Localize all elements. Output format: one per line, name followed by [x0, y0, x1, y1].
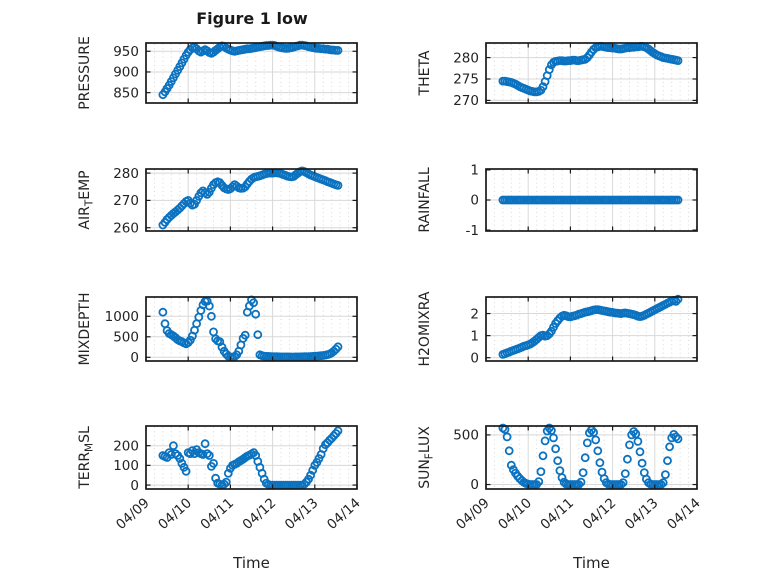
y-tick-label: 1	[470, 163, 479, 179]
subplot-air-temp: 260 270 280 AIRTEMP	[77, 166, 358, 236]
y-tick-label: 0	[470, 193, 479, 209]
x-tick-label: 04/10	[155, 495, 195, 533]
subplot-theta: 270 275 280 THETA	[417, 42, 698, 109]
y-tick-label: 1	[470, 328, 479, 344]
y-tick-label: 100	[113, 458, 139, 474]
figure-title: Figure 1 low	[196, 9, 308, 28]
y-tick-label: 2	[470, 306, 479, 322]
x-axis-label: Time	[232, 554, 270, 572]
x-tick-label: 04/14	[664, 495, 704, 533]
air-temp-ylabel: AIRTEMP	[77, 170, 96, 229]
rainfall-ylabel: RAINFALL	[417, 167, 433, 232]
y-tick-label: 200	[113, 438, 139, 454]
major-grid	[486, 297, 697, 361]
minor-grid	[153, 298, 350, 360]
y-tick-label: 260	[113, 220, 139, 236]
tick-marks	[485, 426, 698, 489]
tick-marks	[145, 297, 358, 361]
axes-frame	[485, 425, 698, 490]
tick-marks	[145, 426, 358, 489]
tick-marks	[145, 169, 358, 231]
y-tick-label: 280	[453, 50, 479, 66]
y-tick-label: 1000	[105, 309, 139, 325]
subplot-pressure: 850 900 950 PRESSURE	[77, 36, 358, 110]
x-tick-label: 04/12	[240, 495, 280, 533]
air-temp-markers	[158, 166, 343, 230]
h2omixra-markers	[498, 294, 683, 359]
axes-frame	[145, 425, 358, 490]
y-tick-label: 900	[113, 65, 139, 81]
x-axis-label: Time	[572, 554, 610, 572]
x-tick-label: 04/13	[282, 495, 322, 533]
y-tick-label: 0	[130, 478, 139, 494]
x-tick-label: 04/09	[453, 495, 493, 533]
subplot-sun-flux: 0 500 SUNFLUX 04/09 04/10 04/11 04/12 04/13 04/1…	[417, 423, 704, 572]
pressure-ylabel: PRESSURE	[77, 36, 93, 110]
terr-msl-ylabel: TERRMSL	[77, 426, 96, 490]
axes-frame	[145, 296, 358, 362]
h2omixra-ylabel: H2OMIXRA	[417, 291, 433, 366]
y-tick-label: 950	[113, 44, 139, 60]
y-tick-label: 270	[113, 193, 139, 209]
x-tick-label: 04/09	[113, 495, 153, 533]
y-tick-label: 850	[113, 85, 139, 101]
sun-flux-markers	[498, 423, 683, 489]
y-tick-label: 270	[453, 93, 479, 109]
y-tick-label: -1	[466, 223, 479, 239]
theta-markers	[498, 42, 683, 97]
terr-msl-markers	[158, 426, 343, 490]
theta-ylabel: THETA	[417, 50, 433, 96]
subplot-rainfall: -1 0 1 RAINFALL	[417, 163, 698, 239]
tick-marks	[485, 43, 698, 103]
major-grid	[146, 426, 357, 489]
axes-frame	[485, 42, 698, 104]
x-tick-label: 04/13	[622, 495, 662, 533]
y-tick-label: 500	[453, 428, 479, 444]
subplot-mixdepth: 0 500 1000 MIXDEPTH	[77, 293, 358, 366]
x-tick-label: 04/11	[537, 495, 577, 533]
axes-frame	[485, 296, 698, 362]
x-tick-label: 04/14	[324, 495, 364, 533]
mixdepth-markers	[158, 295, 343, 362]
x-tick-label: 04/12	[580, 495, 620, 533]
pressure-markers	[158, 40, 343, 100]
subplot-terr-msl: 0 100 200 TERRMSL 04/09 04/10 04/11 04/12 04/13 0…	[77, 425, 364, 572]
mixdepth-ylabel: MIXDEPTH	[77, 293, 93, 366]
x-tick-label: 04/10	[495, 495, 535, 533]
y-tick-label: 280	[113, 166, 139, 182]
x-tick-label: 04/11	[197, 495, 237, 533]
rainfall-markers	[498, 195, 683, 205]
subplot-h2omixra: 0 1 2 H2OMIXRA	[417, 291, 698, 367]
y-tick-label: 0	[470, 350, 479, 366]
tick-marks	[485, 169, 698, 231]
minor-grid	[153, 427, 350, 488]
y-tick-label: 500	[113, 329, 139, 345]
axes-frame	[145, 42, 358, 104]
y-tick-label: 275	[453, 72, 479, 88]
sun-flux-ylabel: SUNFLUX	[417, 426, 436, 489]
y-tick-label: 0	[470, 477, 479, 493]
y-tick-label: 0	[130, 350, 139, 366]
tick-marks	[485, 297, 698, 361]
tick-marks	[145, 43, 358, 103]
